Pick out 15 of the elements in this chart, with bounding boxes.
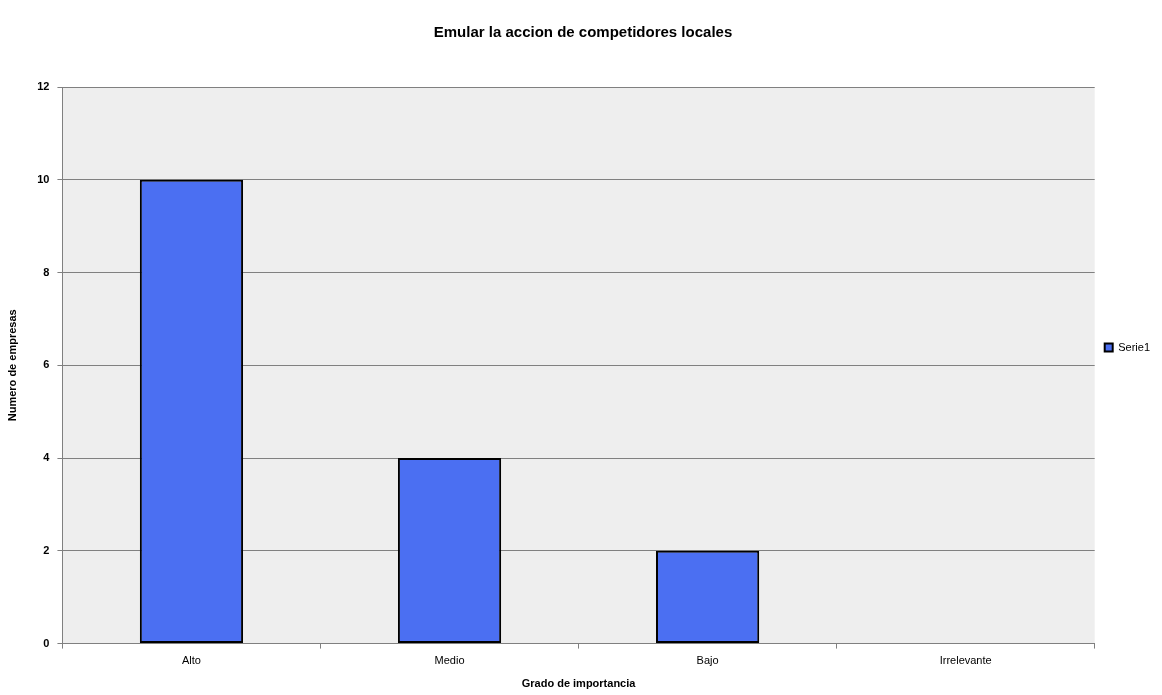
y-tick-label: 0 xyxy=(43,636,50,649)
y-tick-label: 10 xyxy=(37,172,50,185)
x-tick-label: Alto xyxy=(181,654,201,667)
y-tick-label: 12 xyxy=(37,80,50,93)
x-tick-label: Bajo xyxy=(696,654,719,667)
y-axis-title: Numero de empresas xyxy=(5,309,18,422)
x-tick-label: Medio xyxy=(434,654,465,667)
y-tick-label: 8 xyxy=(43,265,50,278)
y-tick-label: 6 xyxy=(43,358,50,371)
legend-label: Serie1 xyxy=(1118,340,1150,353)
x-tick-label: Irrelevante xyxy=(939,654,992,667)
y-tick-label: 2 xyxy=(43,543,50,556)
y-tick-label: 4 xyxy=(43,451,51,464)
chart-title: Emular la accion de competidores locales xyxy=(433,23,733,41)
x-axis-title: Grado de importancia xyxy=(521,677,637,690)
